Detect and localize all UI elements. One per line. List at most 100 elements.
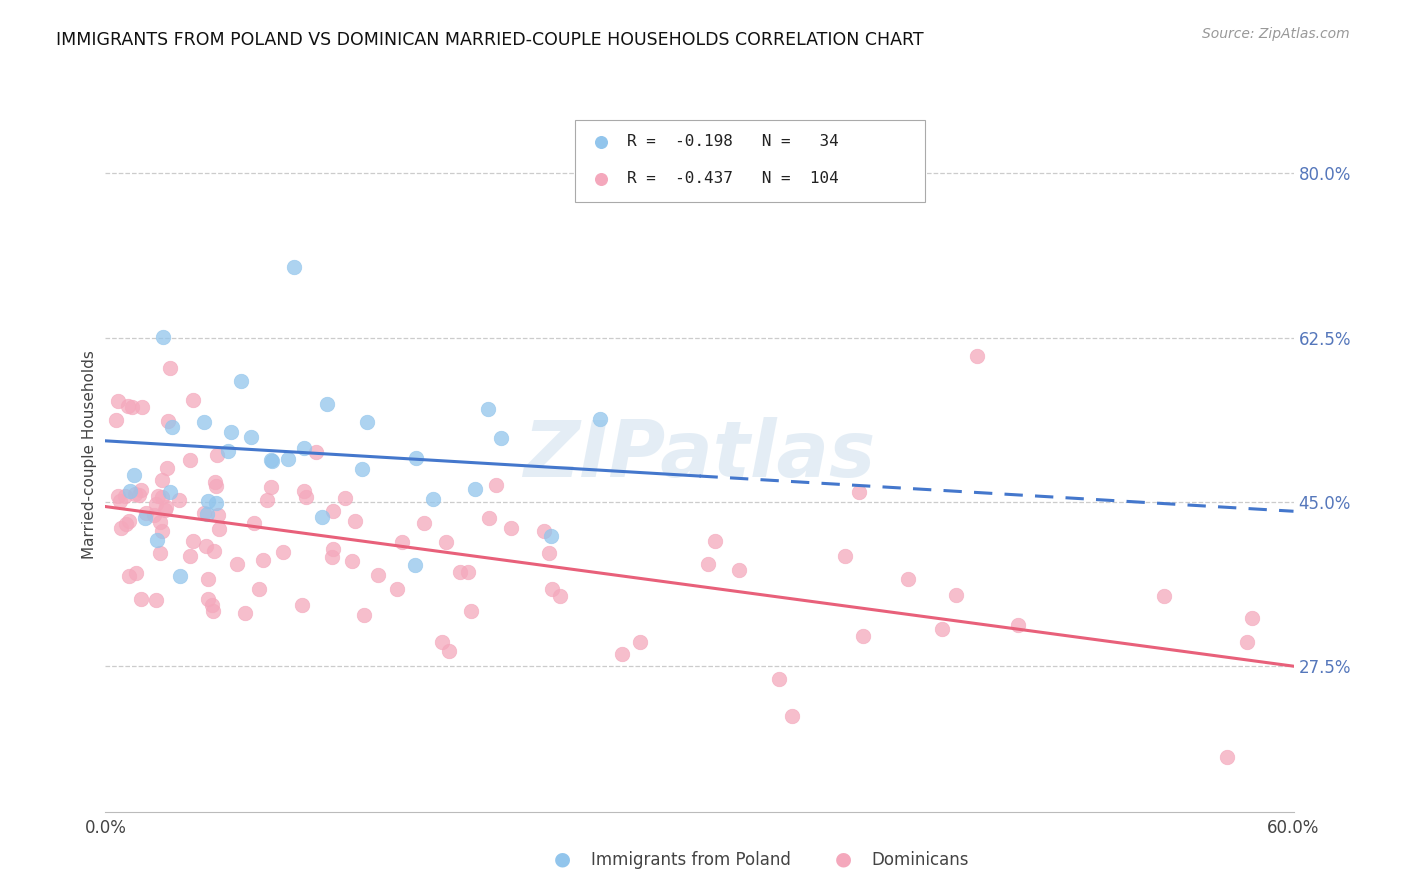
Point — [322, 541, 344, 556]
Point — [239, 430, 262, 444]
Point — [260, 454, 283, 468]
Point — [219, 425, 242, 439]
Point — [391, 534, 413, 549]
Point — [217, 443, 239, 458]
Point — [117, 399, 139, 413]
Point — [260, 453, 283, 467]
Point — [121, 401, 143, 415]
Point — [120, 483, 142, 498]
Point — [146, 533, 169, 547]
Point — [478, 511, 501, 525]
Point — [477, 402, 499, 417]
Point — [350, 462, 373, 476]
Point — [491, 431, 513, 445]
Point — [197, 573, 219, 587]
Point — [277, 452, 299, 467]
Point — [848, 484, 870, 499]
Point — [107, 394, 129, 409]
Point — [231, 374, 253, 388]
Point — [321, 549, 343, 564]
Point — [768, 673, 790, 687]
Point — [208, 522, 231, 536]
Point — [145, 592, 167, 607]
Point — [226, 557, 249, 571]
Point — [271, 545, 294, 559]
Point — [533, 524, 555, 539]
Point — [342, 554, 364, 568]
Point — [153, 503, 176, 517]
Point — [145, 497, 167, 511]
Point — [422, 492, 444, 507]
Point — [156, 461, 179, 475]
Point — [405, 450, 427, 465]
Point — [129, 592, 152, 607]
Point — [1236, 635, 1258, 649]
Y-axis label: Married-couple Households: Married-couple Households — [82, 351, 97, 559]
Text: Immigrants from Poland: Immigrants from Poland — [591, 851, 790, 869]
Point — [252, 553, 274, 567]
Point — [541, 582, 564, 597]
Point — [193, 415, 215, 429]
Point — [292, 484, 315, 499]
Point — [193, 507, 215, 521]
Point — [118, 569, 141, 583]
Point — [457, 566, 479, 580]
Point — [181, 534, 204, 549]
Point — [110, 494, 132, 508]
Point — [195, 507, 218, 521]
Point — [311, 509, 333, 524]
Point — [204, 475, 226, 489]
Point — [1007, 618, 1029, 632]
Point — [149, 545, 172, 559]
Point — [159, 484, 181, 499]
Point — [259, 480, 281, 494]
Point — [125, 566, 148, 580]
Point — [233, 606, 256, 620]
Point — [179, 453, 201, 467]
Point — [305, 444, 328, 458]
Point — [110, 521, 132, 535]
Point — [181, 393, 204, 408]
Text: IMMIGRANTS FROM POLAND VS DOMINICAN MARRIED-COUPLE HOUSEHOLDS CORRELATION CHART: IMMIGRANTS FROM POLAND VS DOMINICAN MARR… — [56, 31, 924, 49]
Point — [356, 416, 378, 430]
Point — [167, 493, 190, 508]
Point — [484, 478, 506, 492]
Point — [159, 360, 181, 375]
Point — [131, 401, 153, 415]
Point — [610, 647, 633, 661]
Point — [169, 568, 191, 582]
Point — [201, 599, 224, 613]
Point — [537, 546, 560, 560]
Point — [920, 36, 942, 50]
Point — [207, 508, 229, 523]
Point — [290, 598, 312, 612]
Text: Dominicans: Dominicans — [872, 851, 969, 869]
Point — [283, 260, 305, 274]
Point — [1153, 590, 1175, 604]
Point — [146, 490, 169, 504]
Point — [628, 634, 651, 648]
Point — [202, 604, 225, 618]
Point — [256, 492, 278, 507]
Point — [385, 582, 408, 596]
Point — [499, 520, 522, 534]
Point — [460, 604, 482, 618]
Point — [434, 535, 457, 549]
Point — [322, 503, 344, 517]
Point — [160, 420, 183, 434]
Point — [966, 349, 988, 363]
Point — [931, 623, 953, 637]
Point — [292, 442, 315, 456]
Point — [149, 515, 172, 529]
Point — [135, 506, 157, 520]
Point — [540, 528, 562, 542]
Point — [243, 516, 266, 530]
Point — [143, 508, 166, 522]
Point — [150, 490, 173, 504]
Point — [197, 592, 219, 607]
Point — [107, 489, 129, 503]
Point — [122, 467, 145, 482]
Point — [150, 524, 173, 538]
Point — [367, 568, 389, 582]
Point — [150, 473, 173, 487]
